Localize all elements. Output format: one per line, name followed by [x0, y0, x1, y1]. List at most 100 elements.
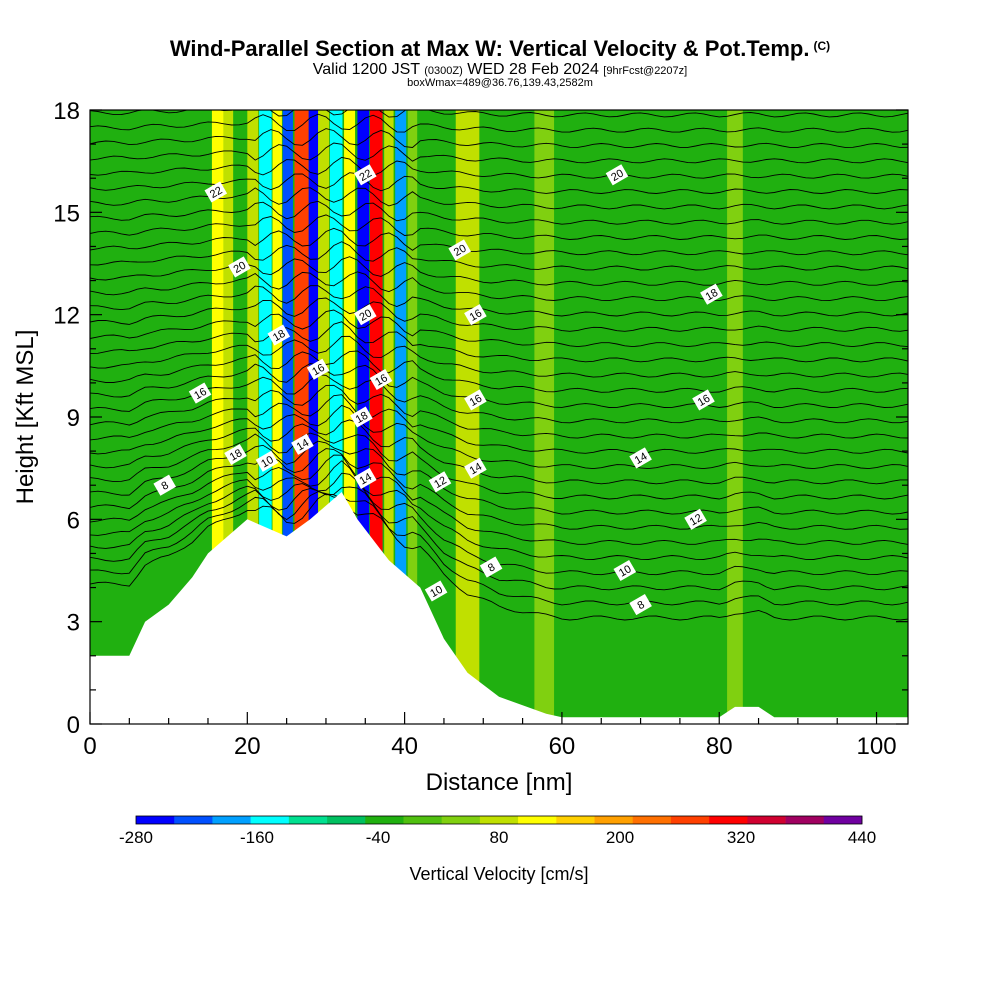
velocity-cell	[223, 110, 234, 724]
colorbar-swatch	[327, 816, 366, 824]
svg-text:16: 16	[468, 307, 485, 324]
colorbar-tick-label: -40	[366, 828, 391, 847]
colorbar-swatch	[365, 816, 404, 824]
svg-text:20: 20	[232, 260, 249, 277]
isentrope	[90, 335, 908, 378]
svg-text:14: 14	[468, 461, 485, 478]
svg-text:12: 12	[432, 474, 449, 491]
svg-text:10: 10	[617, 563, 634, 580]
y-tick-label: 18	[53, 98, 80, 125]
contour-label: 22	[204, 181, 228, 203]
colorbar-swatch	[212, 816, 251, 824]
isentrope	[90, 241, 908, 271]
colorbar-swatch	[709, 816, 748, 824]
colorbar-swatch	[785, 816, 825, 824]
colorbar-swatch	[632, 816, 672, 824]
colorbar-tick-label: 200	[606, 828, 634, 847]
colorbar-swatch	[403, 816, 442, 824]
velocity-cell	[318, 110, 330, 724]
isentrope	[90, 363, 908, 408]
isentrope	[90, 172, 908, 194]
y-tick-label: 0	[67, 712, 80, 739]
x-axis-label: Distance [nm]	[426, 769, 573, 796]
contour-label: 10	[424, 580, 448, 602]
svg-text:16: 16	[310, 362, 327, 379]
y-tick-label: 9	[67, 405, 80, 432]
svg-text:20: 20	[357, 307, 374, 324]
isentrope	[90, 113, 908, 133]
colorbar-swatch	[479, 816, 519, 824]
chart-title: Wind-Parallel Section at Max W: Vertical…	[169, 36, 831, 61]
contour-label: 20	[605, 164, 629, 186]
chart-subtitle: Valid 1200 JST (0300Z) WED 28 Feb 2024 […	[312, 61, 688, 78]
velocity-cell	[534, 110, 555, 724]
plot-area: 22 20 18 16 18 10 14 16 8 22 20 18 16 14 20 16 16 14 12 10 8…	[90, 110, 908, 724]
svg-text:14: 14	[295, 437, 312, 454]
svg-text:22: 22	[208, 185, 225, 202]
svg-text:20: 20	[609, 167, 626, 184]
svg-text:18: 18	[228, 447, 245, 464]
isentrope	[90, 432, 908, 500]
velocity-cell	[344, 110, 356, 724]
colorbar-swatch	[288, 816, 328, 824]
isentrope	[90, 285, 908, 317]
contour-label: 10	[255, 450, 279, 472]
isentrope	[90, 297, 908, 332]
contour-label: 18	[350, 406, 373, 428]
isentrope-lines	[90, 110, 908, 621]
velocity-cell	[282, 110, 293, 724]
svg-text:8: 8	[160, 479, 171, 492]
contour-label: 8	[153, 474, 176, 496]
isentrope	[90, 394, 908, 454]
isentrope	[90, 187, 908, 210]
svg-text:10: 10	[428, 584, 445, 601]
velocity-cell	[395, 110, 407, 724]
contour-label: 14	[629, 447, 652, 469]
svg-text:18: 18	[354, 410, 371, 427]
svg-text:12: 12	[688, 512, 705, 529]
isentrope	[90, 448, 908, 530]
colorbar-swatch	[441, 816, 481, 824]
svg-text:16: 16	[468, 393, 485, 410]
isentrope	[90, 350, 908, 393]
isentrope	[90, 256, 908, 286]
y-axis-label: Height [Kft MSL]	[12, 330, 39, 505]
svg-text:22: 22	[357, 167, 374, 184]
colorbar: -280 -160 -40 80 200 320 440	[119, 815, 876, 847]
isentrope	[90, 491, 908, 606]
contour-label: 16	[188, 382, 212, 404]
colorbar-swatch	[250, 816, 290, 824]
contour-label: 16	[306, 358, 330, 380]
colorbar-tick-label: 320	[727, 828, 755, 847]
x-tick-label: 0	[83, 733, 96, 760]
colorbar-swatch	[174, 816, 213, 824]
x-axis: 0 20 40 60 80 100	[83, 712, 897, 760]
x-tick-label: 100	[857, 733, 897, 760]
isentrope	[90, 440, 908, 515]
isentrope	[90, 404, 908, 470]
colorbar-tick-label: 80	[490, 828, 509, 847]
contour-label: 16	[464, 389, 487, 411]
contour-label: 12	[684, 508, 707, 530]
isentrope	[90, 200, 908, 225]
y-tick-label: 12	[53, 303, 80, 330]
isentrope	[90, 460, 908, 560]
colorbar-label: Vertical Velocity [cm/s]	[409, 864, 588, 884]
isentrope	[90, 214, 908, 240]
svg-text:8: 8	[486, 561, 497, 574]
svg-text:16: 16	[373, 372, 390, 389]
isentrope	[90, 128, 908, 148]
isentrope	[90, 271, 908, 302]
isentrope	[90, 374, 908, 424]
contour-label: 18	[267, 324, 291, 346]
isentrope	[90, 384, 908, 439]
velocity-cell	[407, 110, 418, 724]
contour-label: 8	[479, 556, 503, 578]
contour-labels: 22 20 18 16 18 10 14 16 8 22 20 18 16 14 20 16 16 14 12 10 8…	[153, 164, 723, 616]
x-tick-label: 60	[549, 733, 576, 760]
svg-text:14: 14	[357, 471, 374, 488]
colorbar-swatch	[556, 816, 595, 824]
svg-text:20: 20	[452, 243, 469, 260]
colorbar-tick-label: 440	[848, 828, 876, 847]
